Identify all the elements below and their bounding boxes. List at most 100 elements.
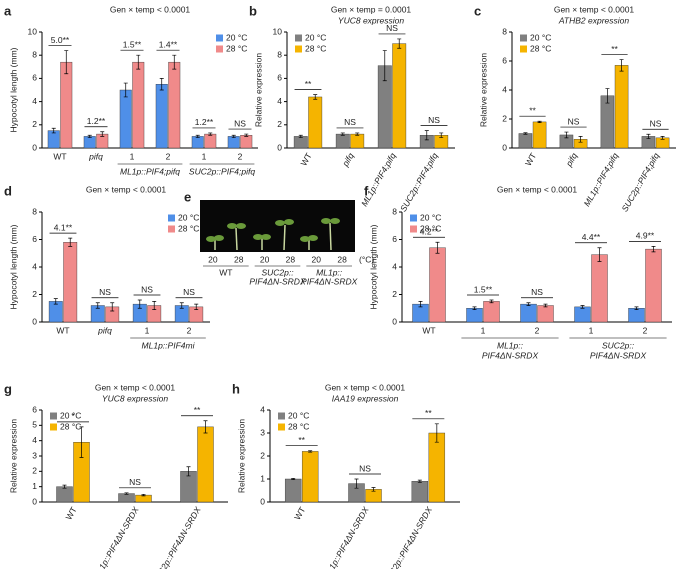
legend-label: 28 °C: [288, 421, 309, 431]
y-tick-label: 8: [392, 206, 397, 216]
group-label: SUC2p::PIF4;pifq: [189, 166, 255, 176]
x-tick-label: 2: [166, 151, 171, 161]
y-tick-label: 0: [392, 316, 397, 326]
error-bar: [203, 420, 208, 434]
error-bar: [660, 136, 665, 140]
panel-title: Gen × temp < 0.0001: [554, 4, 635, 14]
y-tick-label: 4: [277, 96, 282, 106]
bar: [301, 451, 319, 503]
y-tick-label: 6: [502, 55, 507, 65]
significance-label: NS: [650, 118, 662, 128]
x-tick-label: WT: [53, 151, 66, 161]
legend-swatch: [216, 45, 223, 53]
bar: [429, 247, 446, 323]
legend-swatch: [50, 412, 57, 420]
bar: [350, 133, 365, 149]
panel-subtitle: ATHB2 expression: [558, 15, 630, 25]
error-bar: [634, 306, 639, 310]
significance-label: NS: [531, 287, 543, 297]
bar: [191, 136, 204, 149]
significance-label: NS: [141, 284, 153, 294]
significance-label: NS: [129, 477, 141, 487]
y-tick-label: 0: [502, 142, 507, 152]
genotype-label: PIF4ΔN-SRDX: [249, 276, 306, 286]
seedling-photo: [200, 200, 355, 252]
error-bar: [110, 302, 115, 312]
error-bar: [64, 50, 69, 75]
significance-label: NS: [568, 116, 580, 126]
x-tick-label: WT: [523, 151, 538, 167]
legend-swatch: [410, 225, 417, 233]
error-bar: [523, 132, 528, 135]
error-bar: [53, 298, 58, 305]
y-tick-label: 10: [273, 26, 283, 36]
y-tick-label: 6: [32, 404, 37, 414]
y-tick-label: 1: [32, 481, 37, 491]
legend-label: 20 °C: [60, 410, 81, 420]
y-tick-label: 2: [502, 113, 507, 123]
panel-letter: c: [474, 3, 481, 18]
bar: [168, 61, 181, 149]
significance-label: 1.5**: [474, 284, 493, 294]
error-bar: [417, 479, 422, 483]
error-bar: [397, 38, 402, 49]
bar: [520, 303, 537, 323]
panel-title: Gen × temp < 0.0001: [95, 382, 176, 392]
significance-label: NS: [234, 118, 246, 128]
panel-subtitle: YUC8 expression: [338, 15, 404, 25]
x-tick-label: 1: [145, 325, 150, 335]
error-bar: [564, 131, 569, 139]
legend-label: 20 °C: [288, 410, 309, 420]
y-tick-label: 2: [392, 289, 397, 299]
genotype-label: PIF4ΔN-SRDX: [301, 276, 358, 286]
significance-label: 4.9**: [636, 231, 655, 241]
bar: [428, 432, 446, 503]
error-bar: [100, 131, 105, 137]
y-tick-label: 10: [28, 26, 38, 36]
legend-swatch: [520, 45, 527, 53]
y-tick-label: 4: [32, 435, 37, 445]
temperature-label: 20: [260, 254, 270, 264]
significance-label: NS: [428, 115, 440, 125]
y-tick-label: 1: [260, 473, 265, 483]
temperature-label: 28: [286, 254, 296, 264]
error-bar: [578, 136, 583, 143]
y-tick-label: 5: [32, 420, 37, 430]
error-bar: [95, 302, 100, 309]
panel-subtitle: IAA19 expression: [332, 393, 399, 403]
bar: [591, 254, 608, 323]
error-bar: [526, 302, 531, 306]
error-bar: [340, 132, 345, 136]
x-tick-label: 2: [187, 325, 192, 335]
y-tick-label: 2: [32, 289, 37, 299]
bar: [628, 308, 645, 323]
error-bar: [543, 303, 548, 308]
error-bar: [382, 50, 387, 82]
x-tick-label: SUC2p::PIF4;pifq: [398, 151, 440, 214]
error-bar: [651, 246, 656, 253]
legend-swatch: [168, 225, 175, 233]
y-tick-label: 2: [277, 119, 282, 129]
error-bar: [291, 477, 296, 481]
legend-swatch: [278, 412, 285, 420]
error-bar: [231, 134, 236, 138]
bar: [204, 133, 217, 149]
bar: [197, 426, 214, 503]
y-tick-label: 8: [32, 206, 37, 216]
group-label: SUC2p::: [602, 340, 635, 350]
y-tick-label: 0: [32, 142, 37, 152]
y-tick-label: 6: [392, 234, 397, 244]
panel-title: Gen × temp = 0.0001: [331, 4, 412, 14]
bar: [392, 43, 407, 149]
error-bar: [472, 306, 477, 310]
bar: [240, 135, 253, 149]
error-bar: [186, 466, 191, 477]
legend-label: 20 °C: [530, 32, 551, 42]
y-axis-label: Hypocotyl length (mm): [8, 47, 18, 132]
y-tick-label: 6: [32, 234, 37, 244]
error-bar: [141, 493, 146, 497]
error-bar: [79, 426, 84, 458]
error-bar: [580, 305, 585, 309]
y-tick-label: 8: [502, 26, 507, 36]
error-bar: [354, 478, 359, 489]
